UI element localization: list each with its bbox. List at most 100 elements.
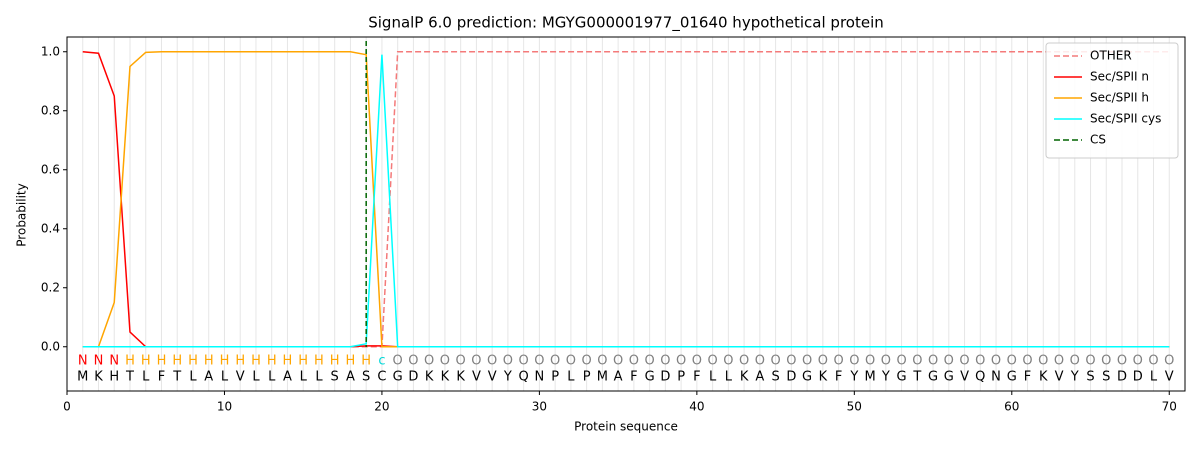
- residue: V: [472, 370, 481, 385]
- region-label: H: [267, 354, 277, 369]
- region-label: O: [676, 354, 686, 369]
- residue: K: [1039, 370, 1048, 385]
- residue: V: [1055, 370, 1064, 385]
- region-label: H: [188, 354, 198, 369]
- residue: S: [1086, 370, 1094, 385]
- residue: V: [960, 370, 969, 385]
- x-tick-label: 60: [1004, 400, 1019, 414]
- region-label: N: [94, 354, 104, 369]
- region-label: O: [456, 354, 466, 369]
- residue: L: [725, 370, 733, 385]
- region-label: O: [503, 354, 513, 369]
- x-tick-label: 50: [847, 400, 862, 414]
- region-label: H: [330, 354, 340, 369]
- region-label: O: [534, 354, 544, 369]
- residue: Y: [1070, 370, 1079, 385]
- y-tick-label: 0.2: [41, 280, 60, 294]
- residue: G: [1007, 370, 1017, 385]
- legend-label: CS: [1090, 133, 1106, 147]
- region-label: H: [172, 354, 182, 369]
- residue: K: [819, 370, 828, 385]
- region-label: O: [770, 354, 780, 369]
- region-label: O: [928, 354, 938, 369]
- residue: N: [991, 370, 1001, 385]
- residue: A: [283, 370, 292, 385]
- residue: L: [252, 370, 260, 385]
- residue: T: [172, 370, 181, 385]
- residue: Q: [975, 370, 985, 385]
- residue: H: [109, 370, 119, 385]
- residue: G: [928, 370, 938, 385]
- legend-box: [1045, 42, 1179, 159]
- region-label: O: [1148, 354, 1158, 369]
- region-label: O: [1070, 354, 1080, 369]
- region-label: O: [519, 354, 529, 369]
- y-tick-label: 0.8: [41, 103, 60, 117]
- residue: D: [786, 370, 796, 385]
- region-label: O: [393, 354, 403, 369]
- residue: D: [1117, 370, 1127, 385]
- region-label: H: [346, 354, 356, 369]
- residue: L: [709, 370, 717, 385]
- x-tick-label: 70: [1162, 400, 1177, 414]
- residue: A: [755, 370, 764, 385]
- region-label: N: [78, 354, 88, 369]
- residue: C: [377, 370, 386, 385]
- region-label: H: [125, 354, 135, 369]
- region-label: O: [440, 354, 450, 369]
- legend-label: Sec/SPII h: [1090, 91, 1149, 105]
- x-tick-label: 40: [689, 400, 704, 414]
- residue: L: [221, 370, 229, 385]
- residue: Y: [881, 370, 890, 385]
- region-label: O: [471, 354, 481, 369]
- region-label: H: [141, 354, 151, 369]
- region-label: H: [314, 354, 324, 369]
- series-line: [82, 54, 1170, 348]
- region-label: O: [849, 354, 859, 369]
- residue: G: [645, 370, 655, 385]
- residue: L: [315, 370, 323, 385]
- region-label: O: [739, 354, 749, 369]
- region-label: O: [991, 354, 1001, 369]
- region-label: O: [1038, 354, 1048, 369]
- residue: Y: [849, 370, 858, 385]
- residue: M: [597, 370, 608, 385]
- residue: L: [142, 370, 150, 385]
- region-label: O: [1054, 354, 1064, 369]
- region-label: H: [298, 354, 308, 369]
- residue: D: [408, 370, 418, 385]
- region-label: O: [1164, 354, 1174, 369]
- residue: Q: [519, 370, 529, 385]
- residue: K: [94, 370, 103, 385]
- residue: S: [331, 370, 339, 385]
- region-label: O: [550, 354, 560, 369]
- region-label: O: [645, 354, 655, 369]
- residue: P: [677, 370, 685, 385]
- residue: F: [693, 370, 700, 385]
- residue: G: [897, 370, 907, 385]
- region-label: H: [204, 354, 214, 369]
- region-label: O: [660, 354, 670, 369]
- residue: S: [771, 370, 779, 385]
- x-axis-label: Protein sequence: [574, 420, 678, 434]
- region-label: O: [818, 354, 828, 369]
- residue: A: [346, 370, 355, 385]
- region-label: O: [566, 354, 576, 369]
- residue: V: [1165, 370, 1174, 385]
- region-label: H: [283, 354, 293, 369]
- legend-label: Sec/SPII n: [1090, 70, 1149, 84]
- residue: G: [944, 370, 954, 385]
- region-label: O: [912, 354, 922, 369]
- residue: L: [1150, 370, 1158, 385]
- region-label: O: [597, 354, 607, 369]
- residue: L: [567, 370, 575, 385]
- y-tick-label: 1.0: [41, 44, 60, 58]
- residue: N: [535, 370, 545, 385]
- residue: G: [393, 370, 403, 385]
- region-label: O: [1101, 354, 1111, 369]
- region-label: O: [424, 354, 434, 369]
- region-label: O: [723, 354, 733, 369]
- residue: K: [425, 370, 434, 385]
